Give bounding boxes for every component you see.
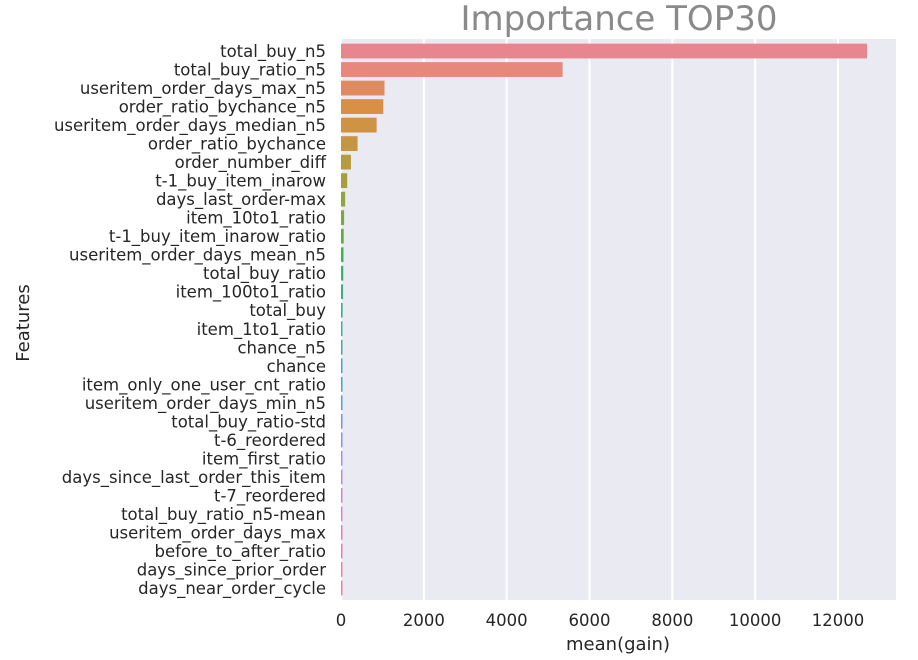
y-tick-label: item_1to1_ratio (197, 320, 326, 340)
y-tick-label: item_first_ratio (202, 449, 326, 469)
bar-total_buy_ratio_n5-mean (341, 506, 343, 522)
bar-total_buy_n5 (341, 43, 868, 59)
y-tick-label: days_since_prior_order (137, 560, 326, 580)
x-tick-label: 4000 (486, 611, 528, 630)
y-tick-label: t-6_reordered (214, 431, 326, 451)
bar-days_since_prior_order (341, 562, 343, 577)
x-tick-label: 6000 (569, 611, 611, 630)
bar-useritem_order_days_max (341, 525, 343, 540)
y-tick-label: order_number_diff (175, 153, 327, 173)
y-tick-label: total_buy_n5 (220, 42, 326, 62)
x-tick-label: 8000 (651, 611, 693, 630)
y-tick-label: order_ratio_bychance_n5 (119, 98, 326, 118)
bar-item_10to1_ratio (341, 210, 345, 226)
y-tick-label: days_near_order_cycle (138, 579, 326, 599)
y-tick-label: days_last_order-max (156, 190, 326, 210)
bar-order_ratio_bychance_n5 (341, 99, 384, 114)
bar-total_buy (341, 302, 343, 318)
y-tick-label: item_only_one_user_cnt_ratio (82, 375, 326, 395)
bar-before_to_after_ratio (341, 543, 343, 559)
y-tick-label: total_buy (249, 301, 326, 321)
bar-t-6_reordered (341, 432, 343, 448)
y-tick-label: before_to_after_ratio (155, 542, 327, 562)
bar-item_1to1_ratio (341, 321, 343, 337)
bar-chance_n5 (341, 339, 343, 355)
bar-total_buy_ratio (341, 265, 344, 281)
x-tick-label: 2000 (403, 611, 445, 630)
y-tick-label: chance_n5 (237, 338, 326, 358)
y-tick-label: useritem_order_days_mean_n5 (69, 246, 326, 266)
bar-days_since_last_order_this_item (341, 469, 343, 485)
bar-useritem_order_days_min_n5 (341, 395, 343, 411)
bars (341, 43, 868, 596)
bar-order_ratio_bychance (341, 136, 358, 152)
y-tick-label: item_100to1_ratio (176, 283, 326, 303)
bar-days_near_order_cycle (341, 580, 343, 596)
bar-t-1_buy_item_inarow (341, 173, 348, 189)
y-axis-label: Features (13, 284, 34, 361)
bar-order_number_diff (341, 154, 351, 170)
plot-area (341, 39, 896, 600)
y-tick-label: useritem_order_days_max (109, 523, 326, 543)
x-tick-label: 12000 (812, 611, 865, 630)
y-tick-label: total_buy_ratio (203, 264, 326, 284)
x-tick-label: 0 (336, 611, 347, 630)
chart-title: Importance TOP30 (461, 0, 778, 39)
bar-useritem_order_days_median_n5 (341, 117, 377, 133)
x-axis-label: mean(gain) (566, 634, 670, 655)
y-tick-label: useritem_order_days_min_n5 (85, 394, 326, 414)
bar-item_first_ratio (341, 450, 343, 466)
bar-t-7_reordered (341, 487, 343, 503)
bar-total_buy_ratio_n5 (341, 62, 563, 77)
y-tick-label: t-1_buy_item_inarow (155, 172, 326, 192)
bar-chance (341, 358, 343, 374)
bar-item_100to1_ratio (341, 284, 344, 300)
y-tick-label: chance (267, 357, 326, 376)
y-tick-label: order_ratio_bychance (148, 135, 326, 155)
y-tick-label: t-7_reordered (214, 486, 326, 506)
y-tick-label: days_since_last_order_this_item (62, 468, 326, 488)
bar-item_only_one_user_cnt_ratio (341, 376, 343, 392)
bar-days_last_order-max (341, 191, 346, 207)
y-tick-labels: total_buy_n5total_buy_ratio_n5useritem_o… (54, 42, 327, 599)
y-tick-label: useritem_order_days_median_n5 (54, 116, 326, 136)
y-tick-label: total_buy_ratio-std (171, 412, 326, 432)
x-tick-label: 10000 (729, 611, 782, 630)
y-tick-label: total_buy_ratio_n5 (174, 61, 326, 81)
y-tick-label: t-1_buy_item_inarow_ratio (109, 227, 326, 247)
bar-total_buy_ratio-std (341, 413, 343, 429)
y-tick-label: item_10to1_ratio (186, 209, 326, 229)
y-tick-label: useritem_order_days_max_n5 (80, 79, 326, 99)
y-tick-label: total_buy_ratio_n5-mean (121, 505, 326, 525)
bar-t-1_buy_item_inarow_ratio (341, 228, 344, 244)
bar-useritem_order_days_mean_n5 (341, 247, 344, 263)
bar-useritem_order_days_max_n5 (341, 80, 385, 96)
x-tick-labels: 0 2000 4000 6000 8000 10000 12000 (336, 611, 865, 630)
